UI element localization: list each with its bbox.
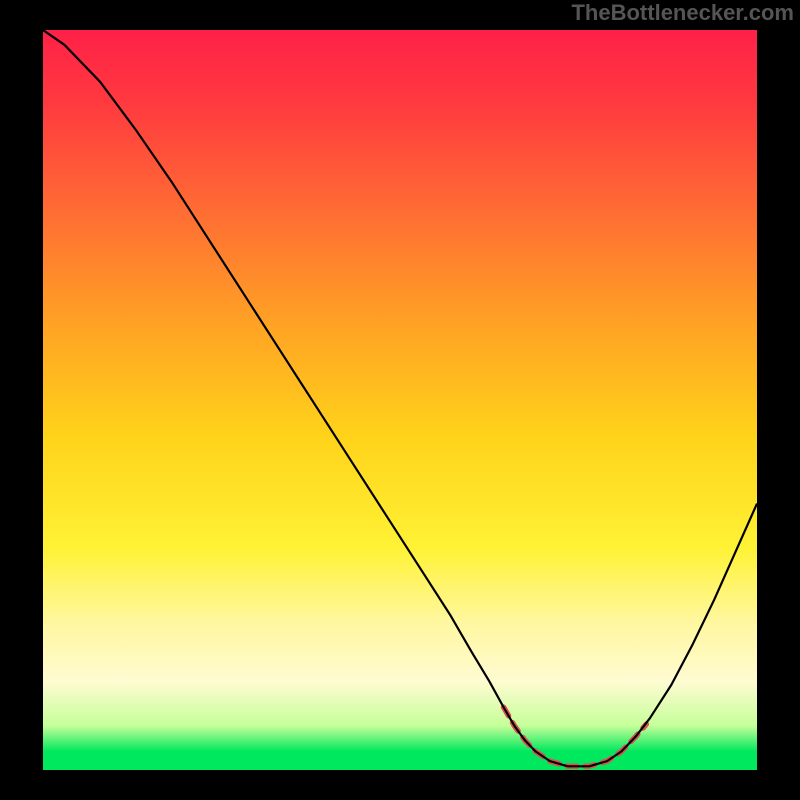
chart-background bbox=[43, 30, 757, 770]
watermark-text: TheBottlenecker.com bbox=[571, 0, 794, 26]
chart-svg bbox=[43, 30, 757, 770]
chart-plot-area bbox=[43, 30, 757, 770]
